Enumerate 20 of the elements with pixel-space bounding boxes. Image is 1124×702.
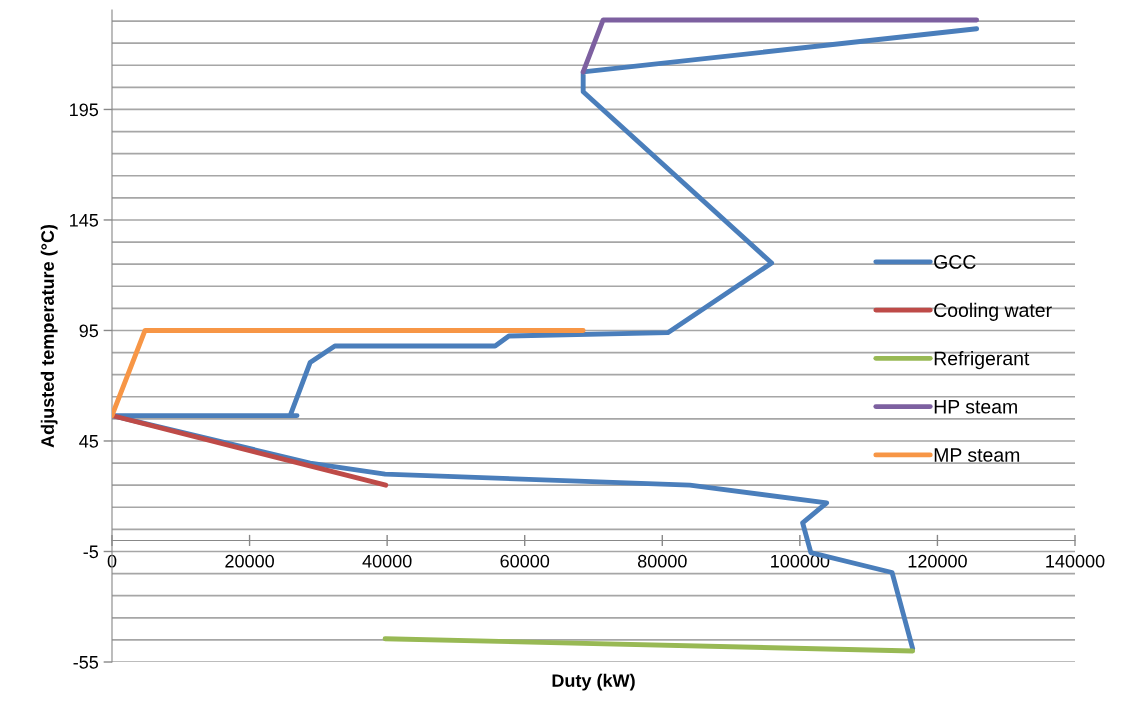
- x-tick-label: 20000: [225, 554, 274, 568]
- legend-label: Cooling water: [934, 302, 1052, 321]
- x-axis-title: Duty (kW): [552, 673, 635, 691]
- legend-label: Refrigerant: [934, 351, 1030, 370]
- y-axis-title: Adjusted temperature (°C): [40, 224, 58, 448]
- y-tick-label: 195: [70, 103, 99, 117]
- y-tick-label: -55: [73, 656, 99, 669]
- legend-label: MP steam: [934, 448, 1020, 462]
- x-tick-label: 40000: [362, 554, 412, 568]
- y-tick-label: 95: [79, 324, 99, 338]
- x-tick-label: 60000: [500, 554, 550, 568]
- y-tick-label: 145: [70, 214, 99, 227]
- legend-label: HP steam: [934, 400, 1017, 414]
- legend-label: GCC: [934, 255, 976, 269]
- x-tick-label: 80000: [637, 554, 687, 568]
- y-tick-label: -5: [83, 545, 99, 559]
- x-tick-label: 140000: [1046, 554, 1105, 568]
- x-tick-label: 120000: [908, 554, 967, 568]
- y-tick-label: 45: [79, 435, 99, 448]
- x-tick-label: 0: [107, 554, 117, 568]
